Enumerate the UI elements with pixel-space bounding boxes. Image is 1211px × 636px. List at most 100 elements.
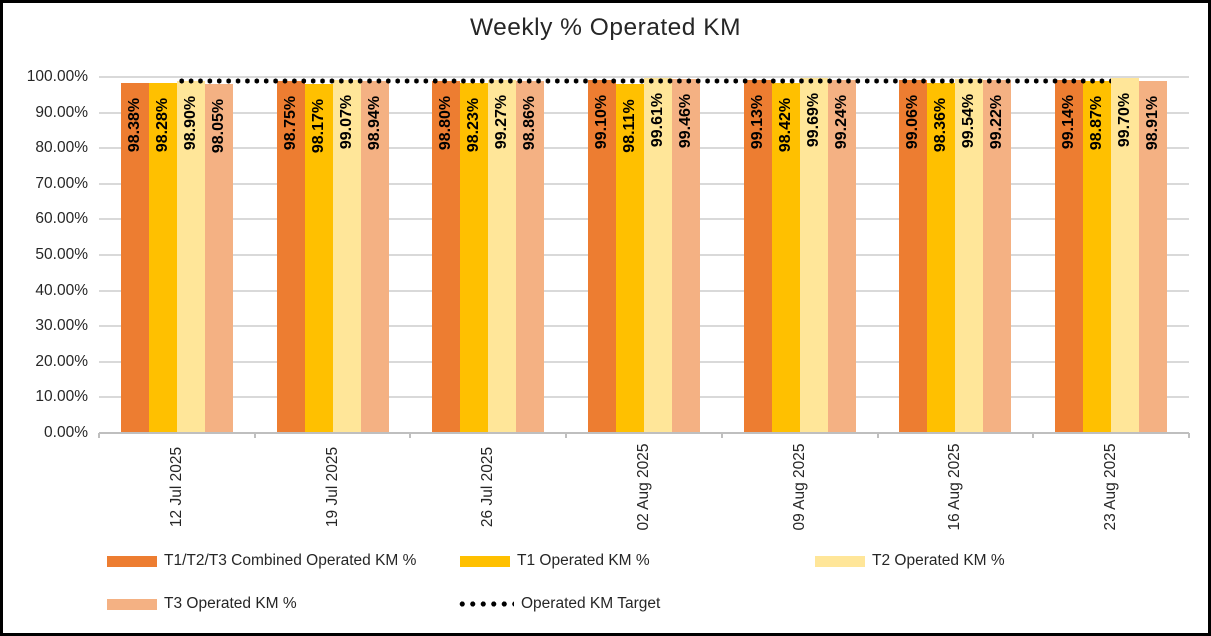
y-axis-label: 100.00% xyxy=(26,68,88,85)
y-axis-label: 20.00% xyxy=(35,352,88,370)
y-axis-label: 90.00% xyxy=(35,103,88,121)
x-axis-label: 02 Aug 2025 xyxy=(635,443,652,531)
legend-label: T2 Operated KM % xyxy=(872,552,1005,569)
bar xyxy=(176,80,205,433)
bar xyxy=(672,78,700,433)
bar xyxy=(743,80,772,433)
axis-tick xyxy=(720,433,723,438)
target-line xyxy=(176,77,1112,84)
legend-item: T1/T2/T3 Combined Operated KM % xyxy=(107,552,417,569)
bar-value-label: 99.27% xyxy=(493,94,511,149)
bar xyxy=(644,78,672,433)
bar-value-label: 98.42% xyxy=(776,97,794,152)
axis-tick xyxy=(876,433,879,438)
legend-dotted-line-swatch xyxy=(457,601,514,607)
bar xyxy=(899,80,928,433)
bar-value-label: 99.13% xyxy=(748,94,766,150)
legend-item: T1 Operated KM % xyxy=(460,552,650,569)
y-axis-label: 80.00% xyxy=(35,139,88,157)
bar-value-label: 99.24% xyxy=(832,94,850,149)
legend-color-swatch xyxy=(107,555,157,567)
legend-item: Operated KM Target xyxy=(457,595,661,612)
bar-value-label: 98.36% xyxy=(932,97,950,152)
legend-label: Operated KM Target xyxy=(521,595,661,612)
bar-value-label: 99.07% xyxy=(337,95,355,150)
bar xyxy=(120,82,149,433)
bar xyxy=(771,82,800,433)
x-axis-label: 16 Aug 2025 xyxy=(946,443,964,531)
bar-value-label: 98.38% xyxy=(125,97,143,152)
bar-value-label: 99.06% xyxy=(904,95,922,150)
bar-value-label: 98.87% xyxy=(1088,95,1106,151)
axis-tick xyxy=(1032,433,1035,438)
bar xyxy=(827,79,856,433)
bar xyxy=(1139,80,1168,433)
axis-tick xyxy=(409,433,412,438)
bar-value-label: 98.28% xyxy=(153,97,171,153)
bar-value-label: 99.10% xyxy=(593,95,610,150)
legend-label: T1 Operated KM % xyxy=(517,552,650,569)
axis-tick xyxy=(98,433,100,438)
bar-value-label: 99.69% xyxy=(804,92,822,148)
bar-value-label: 99.61% xyxy=(649,93,666,148)
axis-tick xyxy=(565,433,568,438)
bar xyxy=(1083,81,1112,433)
y-axis-label: 70.00% xyxy=(35,174,88,192)
bar xyxy=(332,80,361,433)
bar xyxy=(983,79,1012,433)
bar xyxy=(516,81,545,433)
bar xyxy=(1055,80,1084,433)
x-axis-label: 26 Jul 2025 xyxy=(479,446,497,528)
bar xyxy=(460,83,489,433)
legend-label: T3 Operated KM % xyxy=(164,595,297,612)
bar-value-label: 98.86% xyxy=(521,95,539,151)
bar-value-label: 98.05% xyxy=(209,98,227,154)
bar xyxy=(204,83,233,433)
gridline xyxy=(99,76,1189,78)
axis-tick xyxy=(253,433,256,438)
legend-color-swatch xyxy=(107,598,157,610)
bar-value-label: 98.90% xyxy=(181,95,199,151)
x-axis-label: 23 Aug 2025 xyxy=(1102,443,1120,531)
bar-value-label: 98.17% xyxy=(309,98,327,153)
bar-value-label: 98.11% xyxy=(621,99,638,153)
bar xyxy=(955,78,984,433)
x-axis-label: 19 Jul 2025 xyxy=(323,446,341,528)
bar xyxy=(799,78,828,433)
bar-value-label: 99.22% xyxy=(988,94,1006,149)
bar-value-label: 98.80% xyxy=(437,96,455,151)
bar xyxy=(304,83,333,433)
bar-value-label: 98.23% xyxy=(465,98,483,153)
bar-value-label: 98.94% xyxy=(365,95,383,150)
y-axis-label: 30.00% xyxy=(35,317,88,335)
y-axis-label: 10.00% xyxy=(35,388,88,406)
bar xyxy=(360,80,389,433)
bar xyxy=(927,82,956,433)
legend-color-swatch xyxy=(460,555,510,567)
y-axis-label: 40.00% xyxy=(35,281,88,299)
bar xyxy=(488,79,517,433)
bar xyxy=(1111,78,1140,433)
bar xyxy=(616,83,644,433)
bar xyxy=(276,81,305,433)
legend-item: T3 Operated KM % xyxy=(107,595,297,612)
bar-value-label: 99.46% xyxy=(677,93,694,149)
chart-title: Weekly % Operated KM xyxy=(470,14,741,41)
bar-value-label: 98.91% xyxy=(1144,95,1162,151)
bar-value-label: 99.14% xyxy=(1060,94,1078,150)
legend-label: T1/T2/T3 Combined Operated KM % xyxy=(164,552,417,569)
x-axis-line xyxy=(99,432,1189,434)
bar-value-label: 99.54% xyxy=(960,93,978,148)
x-axis-label: 12 Jul 2025 xyxy=(167,446,185,528)
legend-color-swatch xyxy=(815,555,865,567)
bar xyxy=(588,80,616,433)
bar xyxy=(148,83,177,433)
legend-item: T2 Operated KM % xyxy=(815,552,1005,569)
y-axis-label: 0.00% xyxy=(44,424,88,441)
bar-value-label: 98.75% xyxy=(281,96,299,151)
y-axis-label: 60.00% xyxy=(35,210,88,228)
bar xyxy=(432,81,461,433)
x-axis-label: 09 Aug 2025 xyxy=(790,443,808,531)
